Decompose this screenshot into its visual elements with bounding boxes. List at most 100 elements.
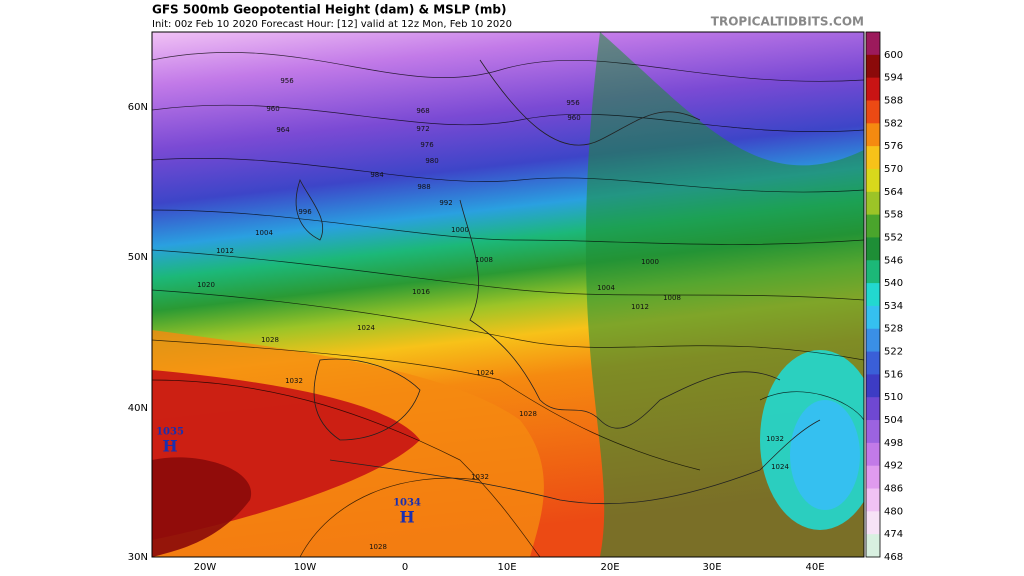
lat-label: 30N <box>128 552 148 563</box>
isobar-label: 1032 <box>471 473 489 481</box>
isobar-label: 1032 <box>285 377 303 385</box>
colorbar-swatch <box>866 374 880 398</box>
isobar-label: 1000 <box>641 258 659 266</box>
isobar-label: 980 <box>425 157 438 165</box>
isobar-label: 1004 <box>597 284 615 292</box>
colorbar-swatch <box>866 32 880 56</box>
isobar-label: 964 <box>276 126 290 134</box>
colorbar-label: 588 <box>884 95 903 106</box>
isobar-label: 1024 <box>476 369 494 377</box>
isobar-label: 1024 <box>357 324 375 332</box>
colorbar-swatch <box>866 465 880 490</box>
isobar-label: 1028 <box>519 410 537 418</box>
colorbar-swatch <box>866 305 880 330</box>
colorbar-label: 576 <box>884 141 903 152</box>
colorbar-label: 486 <box>884 484 903 495</box>
colorbar-label: 528 <box>884 324 903 335</box>
colorbar-frame <box>865 31 881 558</box>
map-frame <box>151 31 865 558</box>
isobar-label: 968 <box>416 107 429 115</box>
colorbar-swatch <box>866 54 880 79</box>
colorbar-swatch <box>866 146 880 170</box>
lon-label: 20W <box>194 562 217 573</box>
isobar-label: 996 <box>298 208 312 216</box>
isobar-label: 1008 <box>663 294 681 302</box>
colorbar-label: 498 <box>884 438 903 449</box>
isobar-label: 972 <box>416 125 429 133</box>
isobar-label: 1004 <box>255 229 273 237</box>
colorbar-label: 540 <box>884 278 903 289</box>
colorbar-swatch <box>866 214 880 238</box>
subtitle: Init: 00z Feb 10 2020 Forecast Hour: [12… <box>152 19 512 30</box>
colorbar-label: 594 <box>884 73 903 84</box>
isobars <box>152 52 864 557</box>
isobar-label: 956 <box>280 77 294 85</box>
isobar-label: 956 <box>566 99 580 107</box>
coastlines <box>295 59 821 505</box>
colorbar-swatch <box>866 511 880 535</box>
lat-label: 40N <box>128 403 148 414</box>
colorbar-label: 552 <box>884 232 903 243</box>
colorbar: 600 594 588 582 576 570 564 558 552 546 540 534 528 5… <box>865 31 903 563</box>
colorbar-swatch <box>866 488 880 512</box>
isobar-label: 1012 <box>216 247 234 255</box>
colorbar-swatch <box>866 397 880 421</box>
lon-label: 10E <box>497 562 516 573</box>
colorbar-swatch <box>866 123 880 147</box>
colorbar-label: 582 <box>884 118 903 129</box>
isobar-label: 984 <box>370 171 384 179</box>
lon-label: 10W <box>294 562 317 573</box>
lon-label: 20E <box>600 562 619 573</box>
isobar-label: 1032 <box>766 435 784 443</box>
lon-label: 40E <box>805 562 824 573</box>
colorbar-swatch <box>866 534 880 558</box>
colorbar-label: 474 <box>884 529 903 540</box>
isobar-label: 992 <box>439 199 452 207</box>
colorbar-label: 600 <box>884 50 903 61</box>
colorbar-label: 492 <box>884 461 903 472</box>
colorbar-label: 522 <box>884 347 903 358</box>
labels: 60N 50N 40N 30N 20W 10W 0 10E 20E 30E 40E 956 960 964… <box>128 77 825 573</box>
blue-region <box>790 400 860 510</box>
colorbar-label: 468 <box>884 552 903 563</box>
title: GFS 500mb Geopotential Height (dam) & MS… <box>152 3 507 17</box>
colorbar-swatch <box>866 442 880 467</box>
high-pressure: 1034 <box>393 498 421 509</box>
isobar-label: 1008 <box>475 256 493 264</box>
colorbar-label: 516 <box>884 369 903 380</box>
isobar-label: 1012 <box>631 303 649 311</box>
colorbar-swatch <box>866 328 880 353</box>
colorbar-swatch <box>866 168 880 193</box>
isobar-label: 960 <box>266 105 279 113</box>
lon-label: 0 <box>402 562 408 573</box>
colorbar-swatch <box>866 351 880 375</box>
colorbar-label: 480 <box>884 506 903 517</box>
colorbar-label: 546 <box>884 255 903 266</box>
colorbar-swatch <box>866 420 880 444</box>
colorbar-swatch <box>866 100 880 124</box>
colorbar-label: 534 <box>884 301 903 312</box>
colorbar-label: 504 <box>884 415 903 426</box>
site-name: TROPICALTIDBITS.COM <box>711 15 864 29</box>
colorbar-label: 558 <box>884 210 903 221</box>
lon-label: 30E <box>702 562 721 573</box>
isobar-label: 1020 <box>197 281 215 289</box>
colorbar-swatch <box>866 77 880 101</box>
colorbar-swatch <box>866 191 880 216</box>
isobar-label: 1028 <box>261 336 279 344</box>
colorbar-swatch <box>866 237 880 261</box>
isobar-label: 1024 <box>771 463 789 471</box>
lat-label: 50N <box>128 252 148 263</box>
isobar-label: 1016 <box>412 288 430 296</box>
isobar-label: 1000 <box>451 226 469 234</box>
map-field <box>152 32 864 557</box>
isobar-label: 976 <box>420 141 434 149</box>
dark-red-region <box>152 457 252 557</box>
colorbar-label: 510 <box>884 392 903 403</box>
high-symbol: H <box>162 437 177 456</box>
colorbar-swatch <box>866 283 880 307</box>
colorbar-swatch <box>866 260 880 284</box>
isobar-label: 988 <box>417 183 430 191</box>
lat-label: 60N <box>128 102 148 113</box>
